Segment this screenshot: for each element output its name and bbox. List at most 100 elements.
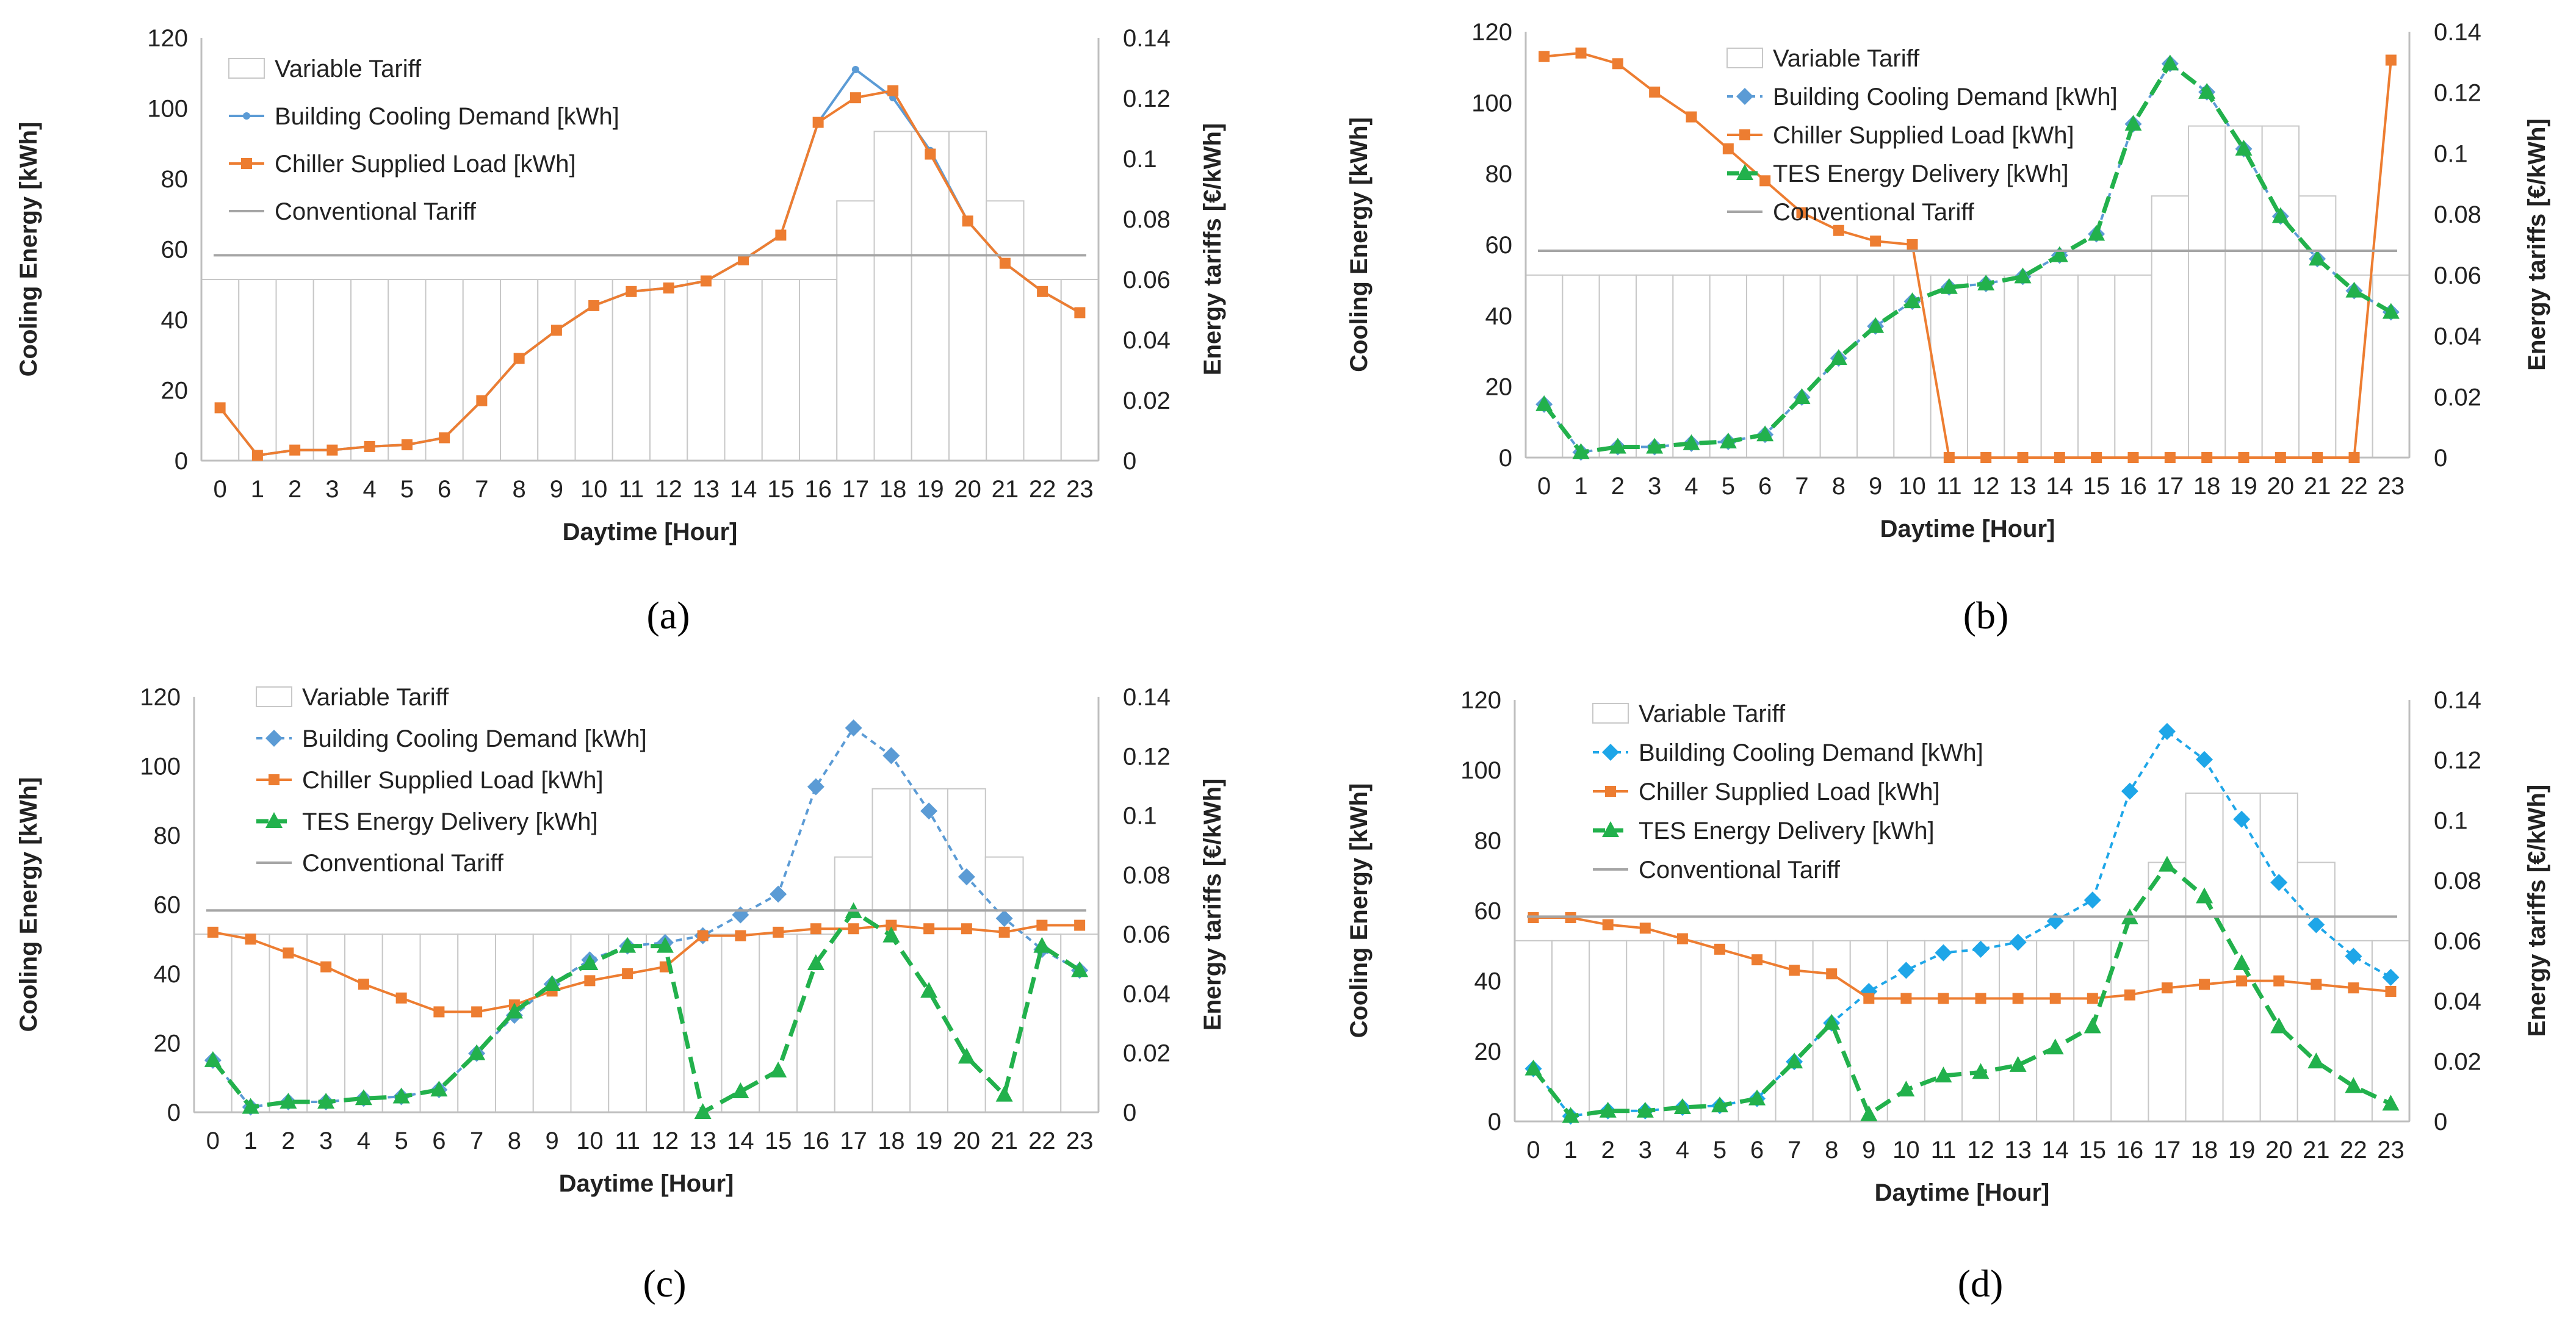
x-tick-label: 9	[546, 1128, 559, 1154]
series-point-0	[1972, 940, 1990, 958]
x-tick-label: 14	[2041, 1137, 2069, 1164]
variable-tariff-bar	[986, 200, 1025, 461]
series-point-1	[1752, 954, 1763, 966]
series-point-2	[242, 1098, 259, 1114]
legend: Variable Tariff Building Cooling Demand […	[1726, 45, 2118, 226]
series-point-2	[1940, 278, 1958, 294]
x-tick-label: 21	[992, 476, 1019, 503]
series-point-2	[1860, 1105, 1878, 1121]
series-point-2	[2235, 139, 2253, 156]
series-point-1	[812, 117, 824, 128]
y-tick-label: 100	[1460, 757, 1501, 784]
series-point-1	[2012, 993, 2024, 1004]
y-axis-title: Cooling Energy [kWh]	[15, 777, 42, 1032]
y2-axis-title: Energy tariffs [€/kWh]	[2524, 118, 2550, 370]
x-tick-label: 11	[615, 1128, 640, 1154]
x-tick-label: 9	[550, 476, 563, 503]
variable-tariff-bar	[1022, 933, 1062, 1113]
y-tick-label: 20	[1485, 374, 1513, 401]
x-tick-label: 11	[1936, 473, 1962, 500]
series-point-1	[2311, 979, 2322, 990]
series-point-0	[2009, 933, 2027, 951]
y-tick-label: 120	[140, 684, 181, 711]
series-point-1	[1796, 207, 1808, 218]
series-point-2	[2161, 54, 2179, 71]
series-point-2	[1719, 432, 1737, 448]
variable-tariff-bar	[2185, 793, 2224, 1123]
x-tick-label: 4	[363, 476, 377, 503]
legend-swatch-marker	[1602, 744, 1619, 761]
series-point-0	[2084, 891, 2101, 909]
x-tick-label: 6	[1750, 1137, 1764, 1164]
y-tick-label: 0	[1488, 1109, 1501, 1135]
x-tick-label: 10	[576, 1128, 604, 1154]
legend-swatch-marker	[1602, 821, 1619, 837]
y-axis-title: Cooling Energy [kWh]	[15, 122, 42, 377]
series-point-1	[1907, 239, 1918, 250]
series-point-1	[433, 1006, 445, 1018]
series-point-1	[2091, 452, 2102, 463]
variable-tariff-bar	[1999, 940, 2038, 1123]
series-point-1	[2161, 982, 2173, 994]
variable-tariff-bar	[1663, 940, 1702, 1123]
series-point-1	[283, 947, 294, 959]
y2-tick-label: 0.1	[1123, 803, 1157, 830]
series-point-0	[2233, 810, 2251, 828]
x-tick-label: 7	[1788, 1137, 1801, 1164]
series-point-2	[2084, 1017, 2101, 1034]
x-tick-label: 2	[281, 1128, 295, 1154]
y2-axis-title: Energy tariffs [€/kWh]	[1199, 123, 1226, 375]
variable-tariff-bar	[759, 933, 798, 1113]
legend-swatch-variable-tariff	[1726, 48, 1763, 68]
variable-tariff-bar	[1961, 940, 2001, 1123]
series-point-2	[430, 1081, 448, 1097]
x-tick-label: 22	[1028, 1128, 1056, 1154]
series-point-1	[697, 930, 709, 941]
series-point-1	[2312, 452, 2323, 463]
y-tick-label: 60	[1474, 898, 1502, 925]
legend-swatch-marker	[243, 112, 250, 120]
variable-tariff-bar	[799, 279, 838, 461]
series-point-1	[1539, 51, 1550, 62]
series-point-1	[848, 923, 859, 935]
series-point-1	[775, 229, 787, 241]
series-point-1	[850, 92, 861, 104]
variable-tariff-bar	[761, 279, 800, 461]
variable-tariff-bar	[457, 933, 496, 1113]
y2-tick-label: 0.06	[1123, 921, 1171, 948]
series-point-2	[1867, 317, 1885, 333]
variable-tariff-bar	[2371, 940, 2411, 1123]
panel-label: (c)	[643, 1262, 686, 1305]
series-point-1	[1900, 993, 1912, 1004]
x-tick-label: 5	[1722, 473, 1735, 500]
variable-tariff-bar	[2004, 274, 2042, 458]
variable-tariff-bar	[1700, 940, 1739, 1123]
series-point-1	[1649, 86, 1661, 98]
legend: Variable Tariff Building Cooling Demand […	[256, 684, 647, 877]
series-point-1	[2087, 993, 2098, 1004]
variable-tariff-bar	[873, 131, 912, 461]
series-point-2	[1830, 349, 1847, 365]
series-point-1	[663, 282, 674, 294]
x-tick-label: 20	[2265, 1137, 2293, 1164]
variable-tariff-bar	[537, 279, 576, 461]
variable-tariff-bar	[1783, 274, 1821, 458]
y-tick-label: 20	[1474, 1038, 1502, 1065]
variable-tariff-bar	[500, 279, 539, 461]
series-point-2	[732, 1082, 749, 1098]
legend-swatch-marker	[241, 158, 252, 169]
series-point-0	[2121, 782, 2138, 800]
x-tick-label: 23	[1066, 1128, 1094, 1154]
series-point-2	[1748, 1089, 1766, 1106]
series-point-1	[961, 923, 972, 935]
x-tick-label: 19	[2228, 1137, 2256, 1164]
series-point-1	[1036, 919, 1048, 931]
series-point-2	[2009, 1056, 2027, 1072]
variable-tariff-bar	[2259, 793, 2298, 1123]
series-point-2	[2046, 1038, 2064, 1055]
series-point-2	[204, 1051, 222, 1067]
series-point-2	[656, 937, 674, 953]
variable-tariff-bar	[1856, 274, 1895, 458]
x-tick-label: 15	[2083, 473, 2110, 500]
series-point-2	[317, 1092, 335, 1109]
